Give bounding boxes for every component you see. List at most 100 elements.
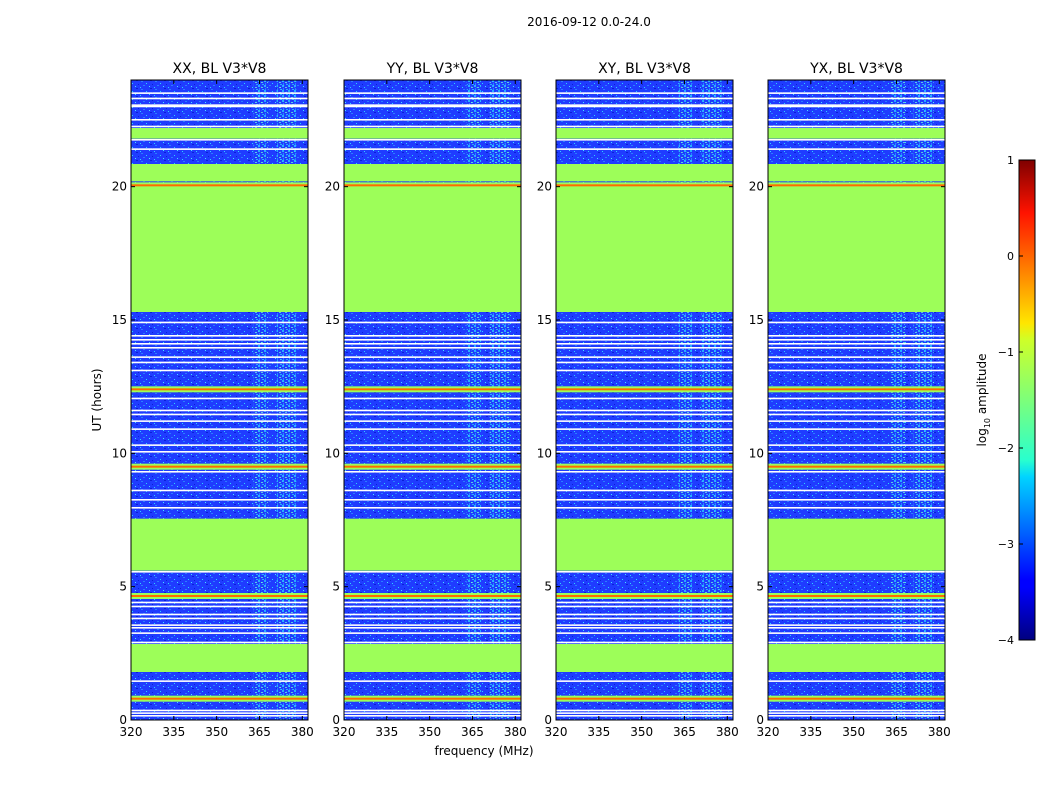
flag-row-line	[344, 356, 521, 358]
y-tick-label: 20	[537, 180, 552, 194]
flag-row-line	[768, 715, 945, 717]
colorbar-label: log10 amplitude	[975, 354, 992, 447]
y-tick-label: 20	[325, 180, 340, 194]
colorbar: 10−1−2−3−4 log10 amplitude	[975, 154, 1036, 647]
flag-row-line	[344, 105, 521, 108]
x-tick-label: 365	[248, 725, 271, 739]
flag-row-line	[556, 428, 733, 430]
flag-row-line	[131, 397, 308, 400]
flag-row-line	[131, 507, 308, 509]
flag-row-line	[131, 712, 308, 714]
x-tick-label: 320	[757, 725, 780, 739]
panel-yx: YX, BL V3*V8 320 335 350 365 380 0 5 10 15 20	[749, 61, 951, 739]
x-tick-label: 320	[120, 725, 143, 739]
flag-row-line	[768, 489, 945, 492]
y-tick-label: 10	[537, 446, 552, 460]
flag-row-line	[768, 617, 945, 620]
flag-row-line	[768, 369, 945, 372]
flag-row-line	[556, 356, 733, 358]
flag-row-line	[556, 617, 733, 620]
x-tick-label: 335	[587, 725, 610, 739]
flag-row-line	[344, 321, 521, 324]
flag-row-line	[344, 627, 521, 629]
panel-frame	[767, 79, 946, 721]
flag-row-line	[768, 601, 945, 604]
flag-row-line	[344, 709, 521, 712]
x-tick-label: 350	[418, 725, 441, 739]
flag-row-line	[131, 451, 308, 453]
flag-row-line	[556, 339, 733, 341]
flag-row-line	[131, 471, 308, 473]
flag-row-line	[556, 601, 733, 604]
flag-row-line	[131, 148, 308, 150]
flag-row-line	[556, 105, 733, 108]
flag-row-line	[344, 125, 521, 128]
flag-row-line	[556, 335, 733, 337]
flag-row-line	[768, 680, 945, 682]
flag-row-line	[556, 369, 733, 372]
x-tick-label: 335	[799, 725, 822, 739]
high-amplitude-row	[556, 184, 733, 187]
flag-row-line	[768, 335, 945, 337]
flag-row-line	[344, 712, 521, 714]
flag-row-line	[344, 148, 521, 150]
flag-row-line	[556, 139, 733, 141]
colorbar-gradient	[1018, 159, 1036, 641]
flagged-band	[768, 186, 945, 312]
y-tick-label: 15	[325, 313, 340, 327]
flag-row-line	[344, 471, 521, 473]
y-tick-label: 5	[544, 580, 552, 594]
flag-row-line	[556, 347, 733, 349]
x-tick-label: 350	[630, 725, 653, 739]
y-tick-label: 20	[749, 180, 764, 194]
flagged-band	[344, 128, 521, 139]
panel-frame	[555, 79, 734, 721]
flag-row-line	[131, 343, 308, 345]
flag-row-line	[556, 641, 733, 644]
flag-row-line	[768, 632, 945, 634]
flag-row-line	[131, 347, 308, 349]
x-tick-label: 380	[716, 725, 739, 739]
high-amplitude-row	[768, 388, 945, 391]
flagged-band	[131, 164, 308, 182]
flag-row-line	[344, 139, 521, 141]
high-amplitude-row	[768, 697, 945, 700]
flag-row-line	[768, 397, 945, 400]
flag-row-line	[556, 397, 733, 400]
panel-yy: YY, BL V3*V8 320 335 350 365 380 0 5 10 15 20	[325, 61, 527, 739]
flag-row-line	[344, 632, 521, 634]
flag-row-line	[768, 420, 945, 422]
high-amplitude-row	[131, 388, 308, 391]
high-amplitude-row	[344, 595, 521, 597]
flag-row-line	[131, 335, 308, 337]
flag-row-line	[556, 499, 733, 501]
flag-row-line	[768, 627, 945, 629]
panel-title: YX, BL V3*V8	[809, 61, 903, 77]
flag-row-line	[131, 605, 308, 608]
flag-row-line	[131, 601, 308, 604]
figure-suptitle: 2016-09-12 0.0-24.0	[527, 15, 651, 29]
flag-row-line	[131, 709, 308, 712]
flag-row-line	[768, 613, 945, 616]
flag-row-line	[556, 605, 733, 608]
flag-row-line	[344, 641, 521, 644]
flagged-band	[344, 186, 521, 312]
flag-row-line	[344, 420, 521, 422]
flag-row-line	[344, 343, 521, 345]
flag-row-line	[556, 361, 733, 364]
flagged-band	[556, 518, 733, 571]
y-tick-label: 0	[756, 713, 764, 727]
y-tick-label: 10	[112, 446, 127, 460]
x-tick-label: 365	[673, 725, 696, 739]
flagged-band	[556, 128, 733, 139]
flag-row-line	[556, 420, 733, 422]
flag-row-line	[556, 571, 733, 573]
flag-row-line	[131, 617, 308, 620]
flag-row-line	[768, 451, 945, 453]
flag-row-line	[768, 624, 945, 626]
flag-row-line	[131, 428, 308, 430]
flag-row-line	[344, 369, 521, 372]
panel-title: XY, BL V3*V8	[598, 61, 691, 77]
flagged-band	[131, 518, 308, 571]
y-tick-label: 0	[544, 713, 552, 727]
